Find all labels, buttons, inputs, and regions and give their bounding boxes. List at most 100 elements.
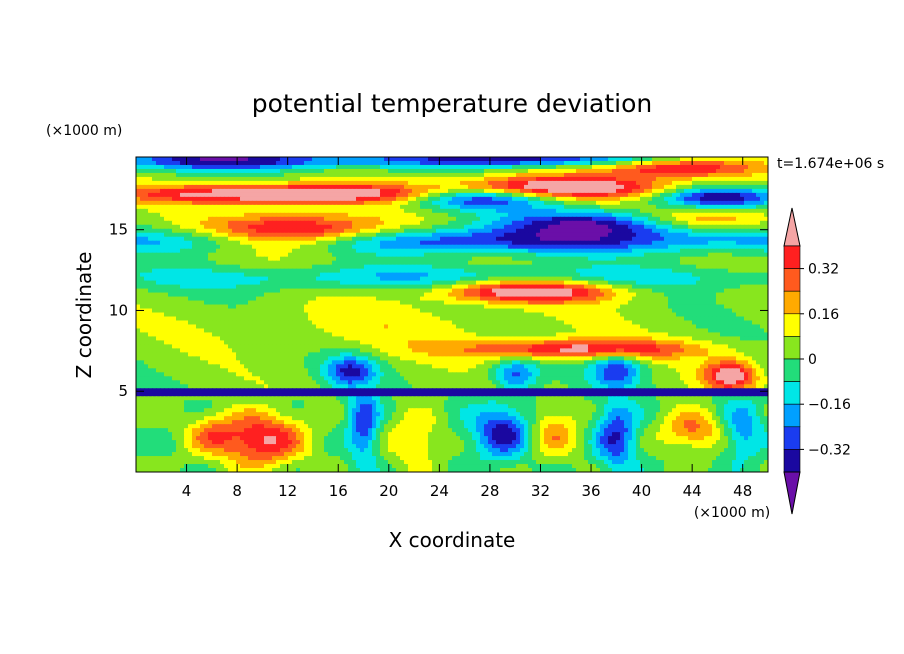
contour-cell bbox=[368, 192, 373, 198]
contour-cell bbox=[180, 268, 185, 274]
contour-cell bbox=[524, 208, 529, 214]
contour-cell bbox=[700, 256, 705, 262]
contour-cell bbox=[596, 256, 601, 262]
contour-cell bbox=[544, 260, 549, 266]
contour-cell bbox=[272, 160, 277, 166]
contour-cell bbox=[424, 216, 429, 222]
contour-cell bbox=[524, 200, 529, 206]
contour-cell bbox=[444, 164, 449, 170]
contour-cell bbox=[228, 248, 233, 254]
contour-cell bbox=[528, 172, 533, 178]
contour-cell bbox=[664, 176, 669, 182]
contour-cell bbox=[412, 236, 417, 242]
contour-cell bbox=[428, 208, 433, 214]
contour-cell bbox=[740, 228, 745, 234]
contour-cell bbox=[220, 216, 225, 222]
contour-cell bbox=[548, 168, 553, 174]
contour-cell bbox=[532, 220, 537, 226]
contour-cell bbox=[476, 264, 481, 270]
contour-cell bbox=[500, 184, 505, 190]
contour-cell bbox=[360, 220, 365, 226]
contour-cell bbox=[584, 220, 589, 226]
contour-cell bbox=[312, 256, 317, 262]
contour-cell bbox=[452, 256, 457, 262]
contour-cell bbox=[292, 252, 297, 258]
contour-cell bbox=[200, 228, 205, 234]
contour-cell bbox=[396, 176, 401, 182]
contour-cell bbox=[524, 240, 529, 246]
contour-cell bbox=[216, 208, 221, 214]
contour-cell bbox=[196, 192, 201, 198]
contour-cell bbox=[276, 220, 281, 226]
contour-cell bbox=[592, 160, 597, 166]
contour-cell bbox=[400, 264, 405, 270]
contour-cell bbox=[764, 164, 768, 170]
contour-cell bbox=[388, 216, 393, 222]
contour-cell bbox=[704, 188, 709, 194]
contour-cell bbox=[424, 220, 429, 226]
contour-cell bbox=[416, 168, 421, 174]
contour-cell bbox=[436, 204, 441, 210]
contour-cell bbox=[388, 228, 393, 234]
contour-cell bbox=[212, 172, 217, 178]
contour-cell bbox=[500, 208, 505, 214]
contour-cell bbox=[384, 196, 389, 202]
contour-cell bbox=[504, 264, 509, 270]
contour-cell bbox=[160, 236, 165, 242]
contour-cell bbox=[148, 192, 153, 198]
contour-cell bbox=[552, 204, 557, 210]
contour-cell bbox=[280, 240, 285, 246]
contour-cell bbox=[604, 224, 609, 230]
contour-cell bbox=[488, 224, 493, 230]
contour-cell bbox=[236, 260, 241, 266]
contour-cell bbox=[388, 176, 393, 182]
contour-cell bbox=[240, 212, 245, 218]
contour-cell bbox=[540, 204, 545, 210]
contour-cell bbox=[304, 280, 309, 286]
contour-cell bbox=[244, 192, 249, 198]
contour-cell bbox=[480, 184, 485, 190]
contour-cell bbox=[576, 236, 581, 242]
contour-cell bbox=[148, 200, 153, 206]
contour-cell bbox=[632, 236, 637, 242]
contour-cell bbox=[740, 184, 745, 190]
contour-cell bbox=[552, 200, 557, 206]
contour-cell bbox=[472, 256, 477, 262]
contour-cell bbox=[244, 268, 249, 274]
contour-cell bbox=[544, 176, 549, 182]
contour-cell bbox=[256, 188, 261, 194]
contour-cell bbox=[212, 232, 217, 238]
contour-cell bbox=[452, 212, 457, 218]
contour-cell bbox=[528, 248, 533, 254]
contour-cell bbox=[336, 164, 341, 170]
contour-cell bbox=[520, 216, 525, 222]
contour-cell bbox=[612, 240, 617, 246]
contour-cell bbox=[164, 232, 169, 238]
contour-cell bbox=[560, 192, 565, 198]
contour-cell bbox=[216, 260, 221, 266]
contour-cell bbox=[420, 192, 425, 198]
contour-cell bbox=[692, 196, 697, 202]
contour-cell bbox=[540, 256, 545, 262]
contour-cell bbox=[400, 204, 405, 210]
contour-cell bbox=[368, 224, 373, 230]
contour-cell bbox=[584, 224, 589, 230]
contour-cell bbox=[216, 184, 221, 190]
contour-cell bbox=[216, 200, 221, 206]
contour-cell bbox=[468, 184, 473, 190]
contour-cell bbox=[508, 188, 513, 194]
contour-cell bbox=[364, 248, 369, 254]
contour-cell bbox=[504, 228, 509, 234]
contour-cell bbox=[368, 252, 373, 258]
contour-cell bbox=[524, 272, 529, 278]
contour-cell bbox=[444, 240, 449, 246]
contour-cell bbox=[400, 180, 405, 186]
contour-cell bbox=[140, 216, 145, 222]
contour-cell bbox=[212, 192, 217, 198]
contour-cell bbox=[372, 276, 377, 282]
contour-cell bbox=[348, 220, 353, 226]
contour-cell bbox=[728, 168, 733, 174]
contour-cell bbox=[684, 160, 689, 166]
contour-cell bbox=[252, 172, 257, 178]
contour-cell bbox=[328, 228, 333, 234]
